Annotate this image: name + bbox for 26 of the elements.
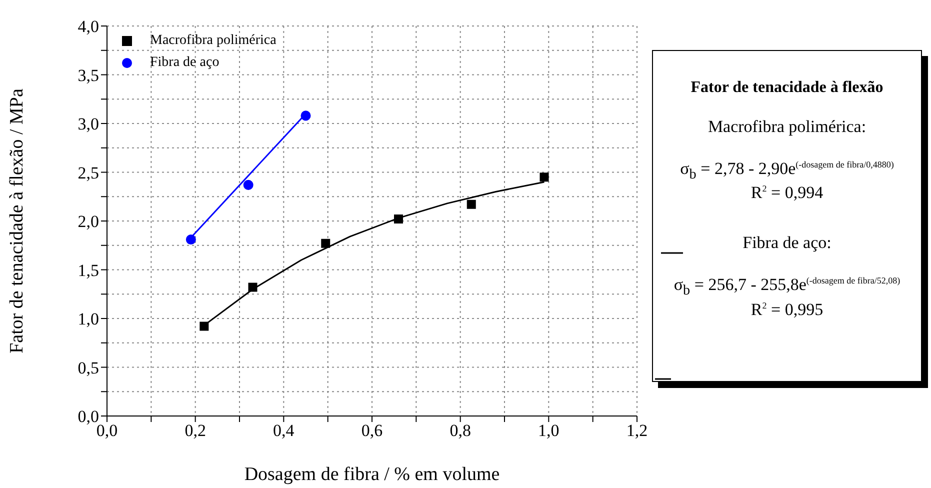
x-tick-label: 1,0 [538,421,560,440]
point [243,180,254,190]
x-tick-label: 0,2 [184,421,206,440]
point [200,322,209,331]
legend-label: Macrofibra polimérica [150,32,276,50]
y-axis-title: Fator de tenacidade à flexão / MPa [6,88,28,354]
x-tick-label: 0,8 [450,421,471,440]
y-tick-label: 0,5 [78,358,99,378]
y-tick-label: 2,0 [78,212,99,232]
point [186,234,196,245]
x-axis-title: Dosagem de fibra / % em volume [244,464,500,485]
point [466,200,476,209]
legend-label: Fibra de aço [150,54,220,72]
y-tick-label: 0,0 [78,407,99,426]
point [321,238,330,248]
y-tick-label: 3,0 [78,114,99,134]
y-tick-label: 1,0 [78,310,99,329]
point [540,172,549,182]
y-tick-label: 1,5 [78,260,99,280]
y-tick-label: 4,0 [78,17,99,36]
x-tick-label: 0,6 [361,421,383,440]
y-tick-label: 2,5 [78,163,99,182]
x-tick-label: 1,2 [626,421,648,440]
x-tick-label: 0,4 [273,421,295,440]
x-tick-label: 0,0 [96,421,118,440]
y-tick-label: 3,5 [78,66,99,85]
